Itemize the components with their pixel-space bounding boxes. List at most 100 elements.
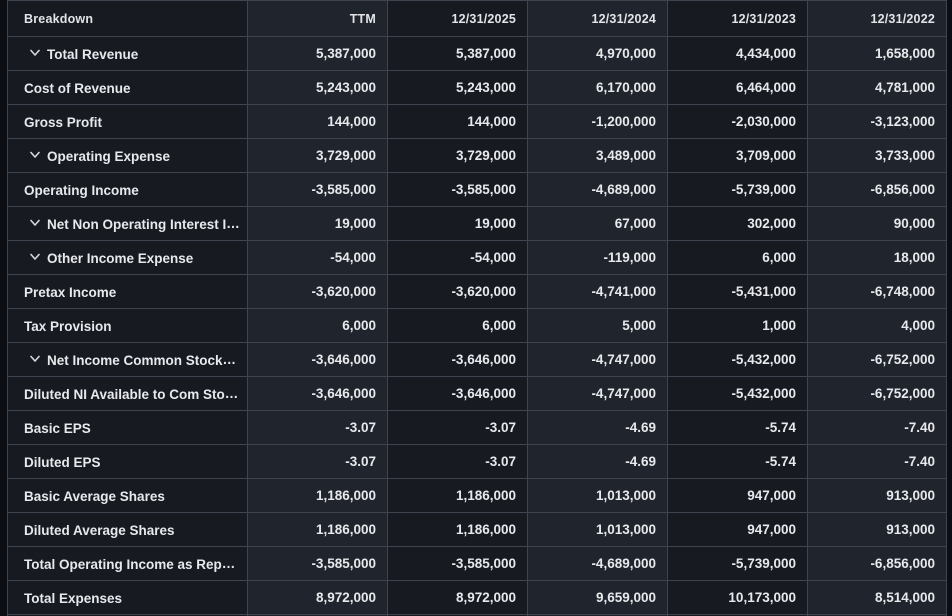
value-cell: -119,000 [527, 240, 668, 275]
row-label-cell: Gross Profit [7, 104, 248, 139]
value-cell: 144,000 [247, 104, 388, 139]
value-cell [807, 614, 947, 616]
chevron-down-icon[interactable] [30, 355, 40, 363]
table-row: Total Operating Income as Repor... -3,585… [7, 546, 947, 581]
value-cell: -5.74 [667, 444, 808, 479]
value-cell: -4,747,000 [527, 342, 668, 377]
value-cell: 5,387,000 [387, 36, 528, 71]
row-label: Diluted EPS [24, 454, 101, 470]
table-row: Diluted EPS -3.07 -3.07 -4.69 -5.74 -7.40 [7, 444, 947, 479]
row-label-cell: Diluted Average Shares [7, 512, 248, 547]
table-row: Net Non Operating Interest In... 19,000 19… [7, 206, 947, 241]
value-cell: 4,000 [807, 308, 947, 343]
row-label-cell: Basic Average Shares [7, 478, 248, 513]
row-label-cell[interactable]: Operating Expense [7, 138, 248, 173]
value-cell: 4,970,000 [527, 36, 668, 71]
value-cell: 1,000 [667, 308, 808, 343]
value-cell: -3.07 [247, 444, 388, 479]
value-cell: -6,856,000 [807, 172, 947, 207]
value-cell: -3.07 [387, 444, 528, 479]
value-cell: 3,729,000 [247, 138, 388, 173]
value-cell: -3,585,000 [247, 172, 388, 207]
value-cell: 5,243,000 [387, 70, 528, 105]
value-cell: 302,000 [667, 206, 808, 241]
column-header-12-31-2024: 12/31/2024 [527, 0, 668, 37]
value-cell: 1,013,000 [527, 512, 668, 547]
table-row [7, 614, 947, 616]
value-cell: 913,000 [807, 478, 947, 513]
value-cell: -4,747,000 [527, 376, 668, 411]
chevron-down-icon[interactable] [30, 219, 40, 227]
value-cell: 19,000 [387, 206, 528, 241]
table-row: Operating Expense 3,729,000 3,729,000 3,489… [7, 138, 947, 173]
row-label: Total Expenses [24, 590, 123, 606]
value-cell: -54,000 [387, 240, 528, 275]
value-cell: -3,585,000 [387, 172, 528, 207]
value-cell: 9,659,000 [527, 580, 668, 615]
value-cell: 67,000 [527, 206, 668, 241]
table-row: Other Income Expense -54,000 -54,000 -119,0… [7, 240, 947, 275]
row-label: Cost of Revenue [24, 80, 131, 96]
row-label: Other Income Expense [47, 250, 194, 266]
value-cell: 6,000 [387, 308, 528, 343]
row-label-cell[interactable]: Other Income Expense [7, 240, 248, 275]
row-label: Diluted Average Shares [24, 522, 175, 538]
value-cell: -3,123,000 [807, 104, 947, 139]
row-label-cell: Tax Provision [7, 308, 248, 343]
row-label: Net Non Operating Interest In... [47, 216, 246, 232]
value-cell: -5,432,000 [667, 342, 808, 377]
value-cell: 3,729,000 [387, 138, 528, 173]
value-cell: 10,173,000 [667, 580, 808, 615]
column-header-ttm: TTM [247, 0, 388, 37]
value-cell: -3,646,000 [247, 376, 388, 411]
value-cell: -5,432,000 [667, 376, 808, 411]
row-label-cell: Total Operating Income as Repor... [7, 546, 248, 581]
row-label: Basic Average Shares [24, 488, 165, 504]
table-row: Pretax Income -3,620,000 -3,620,000 -4,741,… [7, 274, 947, 309]
row-label-cell: Total Expenses [7, 580, 248, 615]
value-cell: 947,000 [667, 478, 808, 513]
chevron-down-icon[interactable] [30, 151, 40, 159]
value-cell: 4,781,000 [807, 70, 947, 105]
value-cell: -1,200,000 [527, 104, 668, 139]
value-cell: -6,752,000 [807, 376, 947, 411]
header-row: Breakdown TTM 12/31/2025 12/31/2024 12/31/20… [7, 0, 947, 37]
chevron-down-icon[interactable] [30, 253, 40, 261]
row-label-cell: Diluted EPS [7, 444, 248, 479]
value-cell: 90,000 [807, 206, 947, 241]
value-cell: 1,658,000 [807, 36, 947, 71]
value-cell: -4,689,000 [527, 546, 668, 581]
value-cell: 6,000 [247, 308, 388, 343]
value-cell: -4,741,000 [527, 274, 668, 309]
value-cell: -3,620,000 [387, 274, 528, 309]
value-cell: 18,000 [807, 240, 947, 275]
row-label-cell[interactable]: Net Income Common Stockho... [7, 342, 248, 377]
value-cell: -3.07 [387, 410, 528, 445]
value-cell: 19,000 [247, 206, 388, 241]
value-cell: -7.40 [807, 444, 947, 479]
value-cell: -4,689,000 [527, 172, 668, 207]
table-row: Basic Average Shares 1,186,000 1,186,000 1,… [7, 478, 947, 513]
value-cell: 8,972,000 [387, 580, 528, 615]
row-label: Basic EPS [24, 420, 91, 436]
value-cell: 1,186,000 [247, 512, 388, 547]
row-label-cell: Operating Income [7, 172, 248, 207]
value-cell: -4.69 [527, 444, 668, 479]
chevron-down-icon[interactable] [30, 49, 40, 57]
value-cell: -3.07 [247, 410, 388, 445]
value-cell: 3,709,000 [667, 138, 808, 173]
value-cell: 3,489,000 [527, 138, 668, 173]
value-cell: -6,752,000 [807, 342, 947, 377]
row-label: Total Revenue [47, 46, 139, 62]
row-label-cell[interactable]: Net Non Operating Interest In... [7, 206, 248, 241]
column-header-12-31-2025: 12/31/2025 [387, 0, 528, 37]
value-cell: -5,739,000 [667, 172, 808, 207]
value-cell: -3,585,000 [387, 546, 528, 581]
row-label-cell[interactable]: Total Revenue [7, 36, 248, 71]
value-cell: 913,000 [807, 512, 947, 547]
table-header: Breakdown TTM 12/31/2025 12/31/2024 12/31/20… [7, 0, 947, 37]
value-cell: 1,186,000 [387, 512, 528, 547]
income-statement-table: Breakdown TTM 12/31/2025 12/31/2024 12/31/20… [7, 0, 947, 616]
value-cell: -54,000 [247, 240, 388, 275]
value-cell: 5,243,000 [247, 70, 388, 105]
